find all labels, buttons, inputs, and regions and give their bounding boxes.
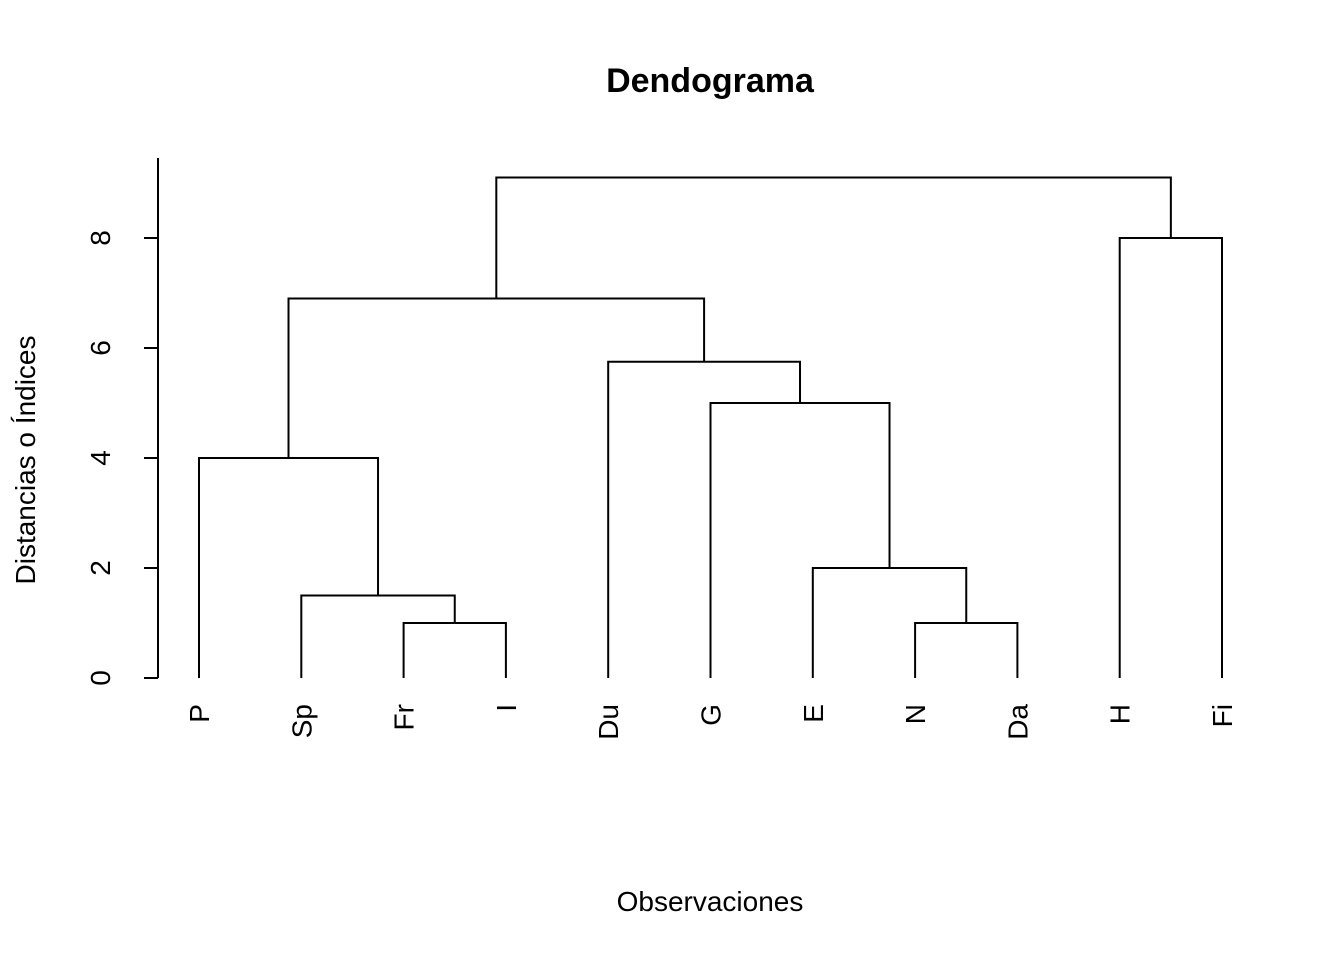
merge-link — [300, 594, 456, 678]
leaf-label-n: N — [900, 704, 931, 724]
dendrogram-tree — [198, 176, 1223, 678]
merge-link — [709, 402, 891, 678]
leaf-label-h: H — [1105, 704, 1136, 724]
merge-link — [1118, 237, 1223, 678]
y-tick-label: 4 — [85, 450, 116, 466]
leaf-label-g: G — [696, 704, 727, 726]
leaf-label-fr: Fr — [389, 704, 420, 730]
y-axis: 0 2 4 6 8 — [85, 158, 159, 686]
leaf-label-p: P — [184, 704, 215, 723]
y-axis-label: Distancias o Índices — [10, 335, 41, 584]
merge-link — [914, 622, 1019, 678]
merge-link — [402, 622, 507, 678]
leaf-labels: P Sp Fr I Du G E N Da H Fi — [184, 704, 1238, 740]
x-axis-label: Observaciones — [617, 886, 804, 917]
leaf-label-du: Du — [593, 704, 624, 740]
merge-link — [495, 176, 1172, 299]
leaf-label-fi: Fi — [1207, 704, 1238, 727]
y-tick-label: 0 — [85, 670, 116, 686]
leaf-label-da: Da — [1002, 704, 1033, 740]
leaf-label-i: I — [491, 704, 522, 712]
merge-link — [287, 297, 706, 458]
y-tick-label: 8 — [85, 230, 116, 246]
leaf-label-sp: Sp — [286, 704, 317, 738]
leaf-label-e: E — [798, 704, 829, 723]
y-tick-label: 6 — [85, 340, 116, 356]
merge-link — [607, 360, 802, 678]
chart-title: Dendograma — [606, 62, 815, 100]
y-tick-label: 2 — [85, 560, 116, 576]
merge-link — [198, 457, 380, 678]
